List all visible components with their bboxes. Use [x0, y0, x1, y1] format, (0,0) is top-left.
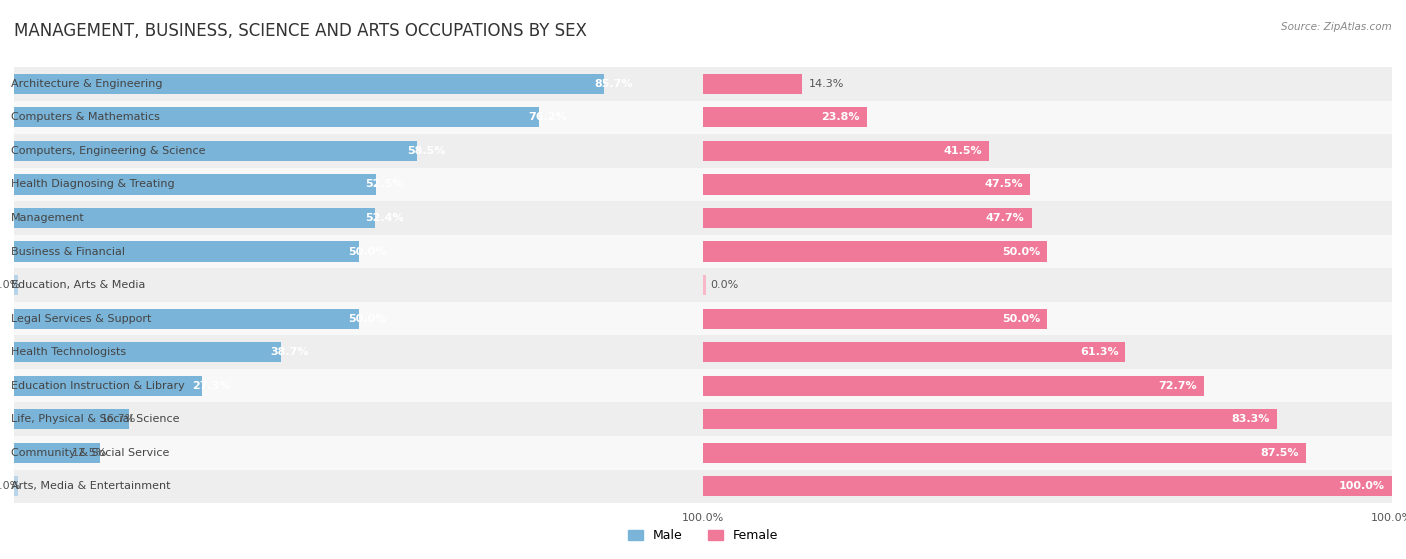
Text: 12.5%: 12.5% — [72, 448, 107, 458]
Text: Source: ZipAtlas.com: Source: ZipAtlas.com — [1281, 22, 1392, 32]
Bar — [703, 335, 1392, 369]
Bar — [14, 476, 17, 496]
Bar — [703, 201, 1392, 235]
Text: Legal Services & Support: Legal Services & Support — [11, 314, 150, 324]
Bar — [703, 268, 1392, 302]
Text: Architecture & Engineering: Architecture & Engineering — [11, 79, 162, 89]
Bar — [14, 302, 703, 335]
Text: 47.7%: 47.7% — [986, 213, 1025, 223]
Text: Computers & Mathematics: Computers & Mathematics — [11, 112, 159, 122]
Text: 23.8%: 23.8% — [821, 112, 860, 122]
Text: 100.0%: 100.0% — [1339, 481, 1385, 491]
Bar — [703, 376, 1204, 396]
Text: Education, Arts & Media: Education, Arts & Media — [11, 280, 145, 290]
Text: 52.5%: 52.5% — [366, 179, 404, 190]
Text: 16.7%: 16.7% — [101, 414, 136, 424]
Text: Life, Physical & Social Science: Life, Physical & Social Science — [11, 414, 179, 424]
Bar — [14, 134, 703, 168]
Bar — [14, 275, 17, 295]
Bar — [14, 402, 703, 436]
Bar — [703, 402, 1392, 436]
Bar — [703, 174, 1031, 195]
Text: 50.0%: 50.0% — [1002, 314, 1040, 324]
Bar — [14, 107, 538, 127]
Text: 0.0%: 0.0% — [0, 481, 21, 491]
Legend: Male, Female: Male, Female — [623, 524, 783, 547]
Bar — [703, 342, 1125, 362]
Bar — [703, 107, 868, 127]
Bar — [14, 141, 418, 161]
Text: 38.7%: 38.7% — [270, 347, 309, 357]
Bar — [14, 241, 359, 262]
Bar — [703, 235, 1392, 268]
Bar — [14, 74, 605, 94]
Bar — [703, 369, 1392, 402]
Bar — [14, 101, 703, 134]
Text: 47.5%: 47.5% — [984, 179, 1024, 190]
Bar — [14, 335, 703, 369]
Bar — [14, 208, 375, 228]
Text: 61.3%: 61.3% — [1080, 347, 1118, 357]
Text: 50.0%: 50.0% — [349, 247, 387, 257]
Text: 76.2%: 76.2% — [529, 112, 568, 122]
Bar — [703, 67, 1392, 101]
Bar — [14, 168, 703, 201]
Bar — [14, 268, 703, 302]
Text: 72.7%: 72.7% — [1159, 381, 1197, 391]
Bar — [14, 201, 703, 235]
Text: 41.5%: 41.5% — [943, 146, 981, 156]
Bar — [14, 409, 129, 429]
Text: Management: Management — [11, 213, 84, 223]
Bar — [703, 74, 801, 94]
Bar — [14, 443, 100, 463]
Bar — [703, 168, 1392, 201]
Bar — [14, 376, 202, 396]
Text: 85.7%: 85.7% — [595, 79, 633, 89]
Bar — [703, 436, 1392, 470]
Text: Health Technologists: Health Technologists — [11, 347, 125, 357]
Bar — [703, 241, 1047, 262]
Text: 58.5%: 58.5% — [406, 146, 446, 156]
Bar — [703, 101, 1392, 134]
Bar — [703, 309, 1047, 329]
Text: 50.0%: 50.0% — [1002, 247, 1040, 257]
Text: 83.3%: 83.3% — [1232, 414, 1270, 424]
Bar — [703, 409, 1277, 429]
Bar — [14, 436, 703, 470]
Text: 14.3%: 14.3% — [808, 79, 844, 89]
Bar — [703, 208, 1032, 228]
Bar — [703, 141, 988, 161]
Text: 0.0%: 0.0% — [0, 280, 21, 290]
Text: 27.3%: 27.3% — [191, 381, 231, 391]
Text: Computers, Engineering & Science: Computers, Engineering & Science — [11, 146, 205, 156]
Text: Education Instruction & Library: Education Instruction & Library — [11, 381, 184, 391]
Bar — [703, 470, 1392, 503]
Text: MANAGEMENT, BUSINESS, SCIENCE AND ARTS OCCUPATIONS BY SEX: MANAGEMENT, BUSINESS, SCIENCE AND ARTS O… — [14, 22, 586, 40]
Bar — [703, 443, 1306, 463]
Text: 52.4%: 52.4% — [364, 213, 404, 223]
Bar — [14, 369, 703, 402]
Text: 0.0%: 0.0% — [710, 280, 738, 290]
Bar — [14, 309, 359, 329]
Text: 87.5%: 87.5% — [1260, 448, 1299, 458]
Text: 50.0%: 50.0% — [349, 314, 387, 324]
Text: Arts, Media & Entertainment: Arts, Media & Entertainment — [11, 481, 170, 491]
Bar — [703, 476, 1392, 496]
Bar — [14, 470, 703, 503]
Bar — [14, 174, 375, 195]
Text: Business & Financial: Business & Financial — [11, 247, 125, 257]
Bar — [14, 67, 703, 101]
Bar — [14, 342, 281, 362]
Bar — [14, 235, 703, 268]
Bar — [703, 302, 1392, 335]
Bar — [703, 134, 1392, 168]
Text: Community & Social Service: Community & Social Service — [11, 448, 169, 458]
Bar — [703, 275, 706, 295]
Text: Health Diagnosing & Treating: Health Diagnosing & Treating — [11, 179, 174, 190]
